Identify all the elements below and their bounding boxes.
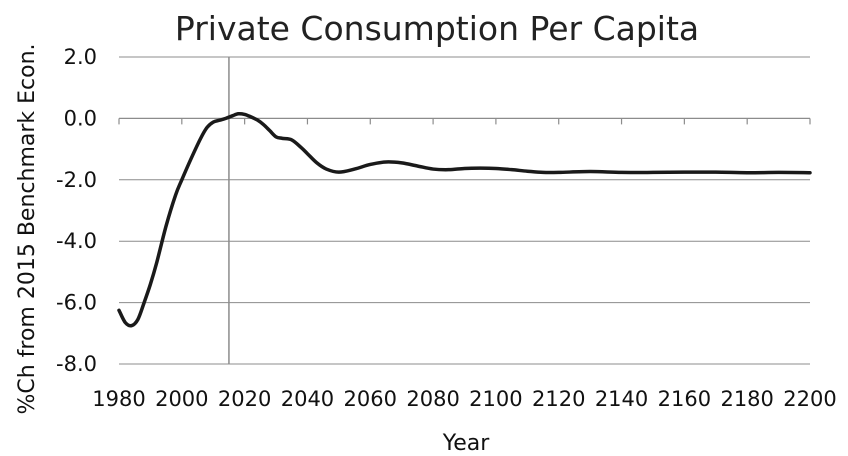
- x-tick-label: 2080: [406, 387, 459, 411]
- y-tick-label: -2.0: [56, 168, 97, 192]
- x-tick-label: 2200: [783, 387, 836, 411]
- x-tick-label: 2040: [281, 387, 334, 411]
- tick-label-layer: 2.0 0.0 -2.0 -4.0 -6.0 -8.0 1980 2000 2020 2040 20…: [56, 45, 837, 411]
- y-axis-label: %Ch from 2015 Benchmark Econ.: [15, 43, 40, 414]
- y-tick-label: 0.0: [64, 106, 97, 130]
- axis-layer: [118, 57, 811, 364]
- x-tick-label: 2120: [532, 387, 585, 411]
- x-tick-label: 2140: [595, 387, 648, 411]
- y-tick-label: -4.0: [56, 229, 97, 253]
- x-tick-label: 1980: [92, 387, 145, 411]
- y-tick-label: 2.0: [64, 45, 97, 69]
- x-axis-label: Year: [442, 431, 491, 456]
- series-layer: [117, 111, 812, 328]
- x-tick-label: 2020: [218, 387, 271, 411]
- series-line-0: [117, 111, 812, 328]
- y-tick-label: -6.0: [56, 291, 97, 315]
- x-tick-label: 2000: [155, 387, 208, 411]
- x-tick-label: 2160: [658, 387, 711, 411]
- x-tick-label: 2100: [469, 387, 522, 411]
- y-tick-label: -8.0: [56, 352, 97, 376]
- chart-title: Private Consumption Per Capita: [175, 9, 699, 48]
- grid-layer: [119, 56, 810, 365]
- x-tick-label: 2060: [344, 387, 397, 411]
- x-tick-label: 2180: [720, 387, 773, 411]
